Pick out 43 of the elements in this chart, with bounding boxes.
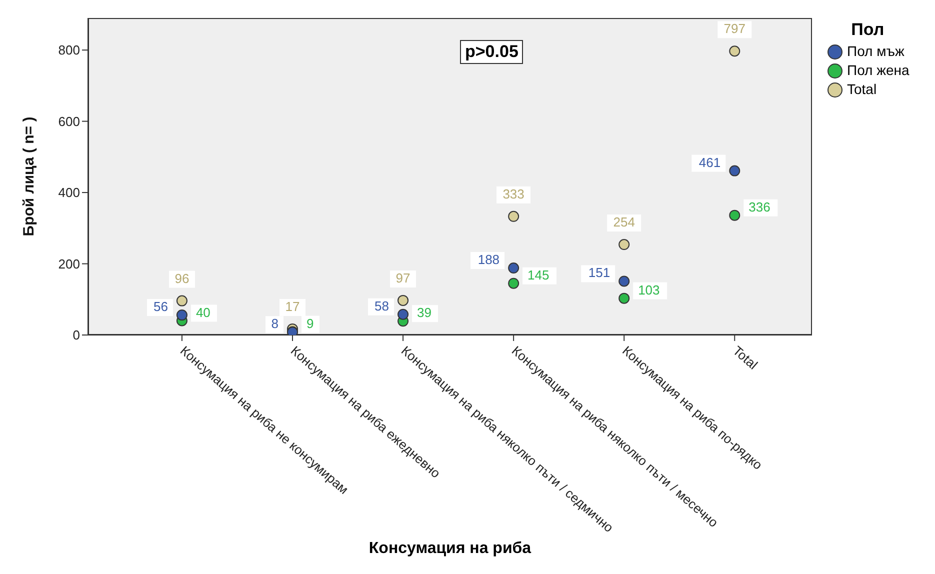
data-label: 58 — [374, 298, 390, 314]
y-tick-label: 800 — [58, 42, 80, 58]
data-label: 151 — [588, 265, 610, 280]
data-label: 188 — [478, 252, 500, 268]
point — [618, 292, 630, 304]
y-tick-label: 600 — [58, 114, 80, 129]
annotation: p>0.05 — [460, 40, 524, 64]
point — [398, 308, 409, 320]
data-label: 8 — [271, 316, 278, 332]
data-label: 40 — [196, 304, 210, 320]
data-label: 17 — [285, 298, 300, 314]
point — [398, 294, 409, 306]
data-label: 96 — [174, 270, 190, 286]
legend-label: Пол мъж — [847, 42, 904, 61]
legend-label: Пол жена — [847, 61, 910, 80]
data-label: 56 — [153, 299, 168, 314]
y-tick-label: 400 — [58, 185, 80, 200]
point — [508, 278, 520, 289]
data-label: 39 — [417, 305, 432, 320]
data-label: 97 — [396, 270, 410, 286]
y-tick-label: 0 — [72, 328, 80, 343]
data-label: 145 — [528, 267, 550, 282]
point — [729, 210, 740, 221]
data-label: 103 — [638, 282, 660, 298]
data-label: 333 — [502, 186, 524, 202]
y-tick-label: 200 — [58, 256, 80, 272]
point — [729, 46, 740, 57]
point — [508, 210, 520, 222]
y-axis-title: Брой лица ( n= ) — [20, 116, 38, 236]
x-axis-title: Консумация на риба — [368, 540, 532, 558]
data-label: 797 — [724, 21, 746, 36]
point — [618, 276, 630, 287]
data-label: 336 — [748, 199, 770, 214]
data-label: 254 — [613, 214, 635, 230]
point — [729, 165, 740, 176]
point — [508, 262, 520, 274]
data-label: 9 — [306, 316, 314, 331]
point — [618, 239, 630, 250]
legend-label: Total — [847, 80, 877, 99]
legend-title: Пол — [850, 20, 886, 40]
data-label: 461 — [698, 154, 721, 170]
point — [176, 310, 188, 321]
point — [176, 295, 188, 306]
